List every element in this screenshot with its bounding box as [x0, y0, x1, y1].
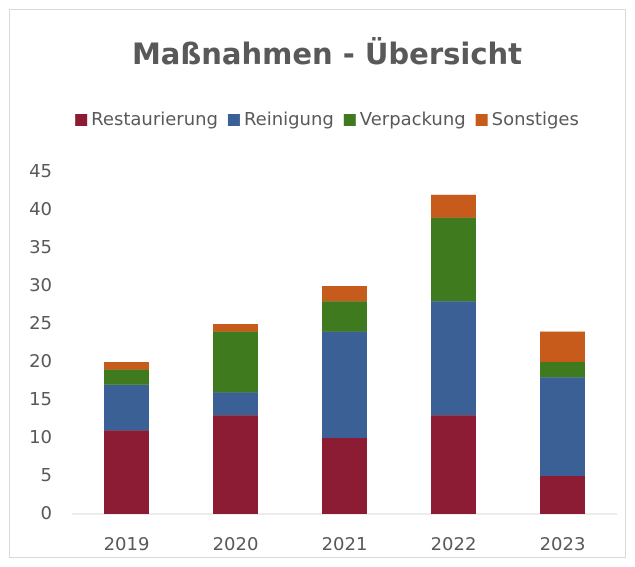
bar-segment [540, 476, 585, 514]
bar-segment [540, 362, 585, 378]
bar-segment [431, 415, 476, 514]
bar-segment [431, 194, 476, 218]
bar-segment [104, 362, 149, 370]
x-tick-label: 2021 [322, 534, 368, 555]
legend-swatch [475, 114, 488, 126]
bar-segment [104, 369, 149, 385]
x-tick-label: 2020 [213, 534, 259, 555]
bar-segment [431, 217, 476, 302]
y-tick-label: 20 [29, 351, 52, 372]
y-tick-label: 45 [29, 161, 52, 182]
legend-label: Verpackung [360, 109, 466, 130]
bar-segment [104, 384, 149, 431]
legend-swatch [75, 114, 88, 126]
x-tick-label: 2023 [540, 534, 586, 555]
chart-title: Maßnahmen - Übersicht [132, 37, 522, 71]
x-tick-label: 2022 [431, 534, 477, 555]
bar-segment [213, 392, 258, 416]
y-tick-label: 40 [29, 199, 52, 220]
bar-segment [213, 324, 258, 332]
legend-label: Restaurierung [91, 109, 218, 130]
bar-segment [322, 286, 367, 302]
y-tick-label: 30 [29, 275, 52, 296]
bar-segment [431, 301, 476, 416]
y-tick-label: 0 [41, 503, 52, 524]
bar-segment [104, 430, 149, 514]
y-tick-label: 15 [29, 389, 52, 410]
y-tick-label: 10 [29, 427, 52, 448]
y-tick-label: 25 [29, 313, 52, 334]
bar-segment [540, 377, 585, 476]
legend-label: Sonstiges [492, 109, 579, 130]
y-tick-label: 35 [29, 237, 52, 258]
legend-swatch [343, 114, 356, 126]
bar-segment [213, 331, 258, 393]
bar-segment [322, 438, 367, 514]
bar-segment [213, 415, 258, 514]
bar-segment [540, 331, 585, 362]
legend-label: Reinigung [244, 109, 334, 130]
y-tick-label: 5 [41, 465, 52, 486]
x-tick-label: 2019 [104, 534, 150, 555]
bar-segment [322, 331, 367, 438]
legend-swatch [227, 114, 240, 126]
chart-frame [9, 9, 626, 558]
bar-segment [322, 301, 367, 332]
